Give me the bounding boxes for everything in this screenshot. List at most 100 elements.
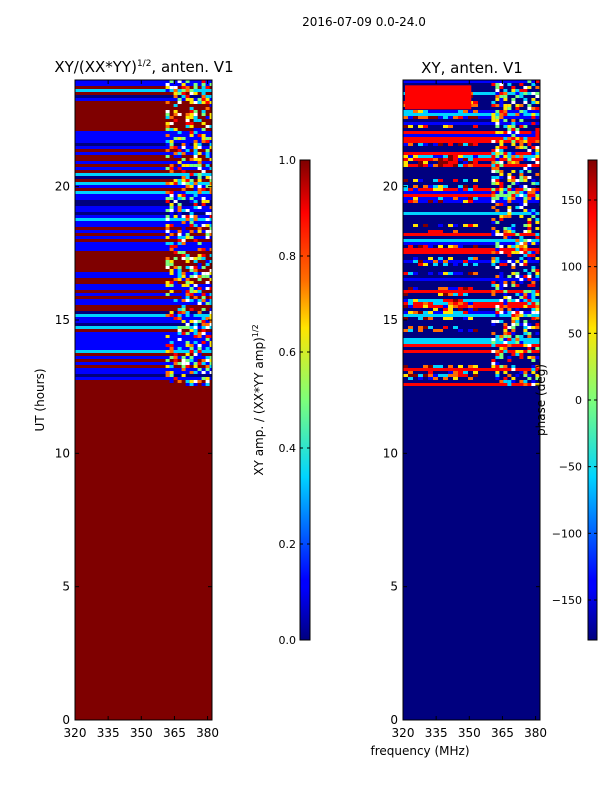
amp-heatmap-cell [177, 317, 182, 320]
phase-heatmap-cell [523, 269, 528, 272]
phase-heatmap-cell [473, 125, 478, 128]
phase-heatmap-cell [458, 116, 463, 119]
phase-heatmap-cell [499, 185, 504, 188]
phase-heatmap-row [403, 275, 540, 278]
amp-heatmap-cell [205, 125, 210, 128]
phase-heatmap-cell [507, 344, 512, 347]
amp-ytick-label: 0 [62, 713, 70, 727]
phase-heatmap-cell [403, 188, 408, 191]
phase-heatmap-cell [527, 275, 532, 278]
amp-heatmap-cell [197, 101, 202, 104]
phase-heatmap-cell [503, 365, 508, 368]
phase-heatmap-cell [495, 275, 500, 278]
phase-heatmap-cell [473, 161, 478, 164]
phase-heatmap-cell [519, 350, 524, 353]
amp-heatmap-cell [193, 296, 198, 299]
phase-heatmap-cell [495, 125, 500, 128]
amp-heatmap-cell [185, 245, 190, 248]
amp-heatmap-cell [205, 236, 210, 239]
amp-heatmap-cell [169, 140, 174, 143]
amp-heatmap-cell [185, 149, 190, 152]
amp-heatmap-row [75, 308, 212, 311]
amp-heatmap-cell [165, 338, 170, 341]
phase-heatmap-cell [527, 251, 532, 254]
phase-heatmap-cell [453, 245, 458, 248]
phase-heatmap-cell [523, 188, 528, 191]
amp-heatmap-cell [185, 278, 190, 281]
amp-heatmap-cell [185, 365, 190, 368]
phase-heatmap-cell [408, 110, 413, 113]
amp-heatmap-cell [185, 281, 190, 284]
phase-heatmap-cell [503, 284, 508, 287]
phase-heatmap-row [403, 251, 540, 254]
amp-heatmap-cell [181, 332, 186, 335]
amp-heatmap-cell [177, 347, 182, 350]
amp-heatmap-cell [185, 254, 190, 257]
amp-heatmap-cell [189, 125, 194, 128]
phase-heatmap-cell [448, 287, 453, 290]
phase-heatmap-cell [519, 203, 524, 206]
phase-heatmap-cell [531, 83, 536, 86]
amp-heatmap-cell [181, 143, 186, 146]
amp-heatmap-cell [177, 308, 182, 311]
phase-heatmap-row [403, 233, 540, 236]
amp-heatmap-cell [209, 278, 212, 281]
phase-heatmap-cell [511, 137, 516, 140]
amp-heatmap-cell [193, 155, 198, 158]
amp-heatmap-cell [209, 248, 212, 251]
phase-heatmap-cell [527, 104, 532, 107]
amp-heatmap-cell [165, 263, 170, 266]
phase-heatmap-cell [511, 281, 516, 284]
phase-heatmap-cell [473, 224, 478, 227]
phase-heatmap-cell [519, 275, 524, 278]
amp-heatmap-cell [209, 101, 212, 104]
phase-heatmap-cell [491, 182, 496, 185]
amp-heatmap-cell [209, 215, 212, 218]
phase-heatmap-cell [535, 308, 540, 311]
amp-heatmap-cell [181, 176, 186, 179]
amp-heatmap-cell [169, 344, 174, 347]
amp-heatmap-cell [197, 290, 202, 293]
phase-heatmap-cell [527, 170, 532, 173]
phase-heatmap-cell [495, 377, 500, 380]
amp-heatmap-cell [185, 89, 190, 92]
amp-heatmap-cell [193, 113, 198, 116]
amp-heatmap-cell [173, 299, 178, 302]
phase-heatmap-cell [468, 305, 473, 308]
phase-heatmap-cell [428, 245, 433, 248]
phase-heatmap-cell [473, 374, 478, 377]
phase-heatmap-cell [507, 191, 512, 194]
amp-heatmap-row [75, 182, 212, 185]
phase-heatmap-cell [433, 263, 438, 266]
phase-heatmap-cell [413, 155, 418, 158]
amp-heatmap-row [75, 143, 212, 146]
phase-heatmap-cell [511, 323, 516, 326]
phase-heatmap-cell [531, 239, 536, 242]
phase-heatmap-cell [438, 179, 443, 182]
phase-heatmap-cell [515, 338, 520, 341]
amp-heatmap-cell [197, 326, 202, 329]
phase-heatmap-cell [507, 131, 512, 134]
amp-heatmap-cell [165, 299, 170, 302]
phase-heatmap-cell [443, 305, 448, 308]
amp-heatmap-cell [197, 320, 202, 323]
phase-heatmap-cell [448, 125, 453, 128]
phase-heatmap-row [403, 176, 540, 179]
phase-heatmap-row [403, 347, 540, 350]
phase-heatmap-cell [418, 116, 423, 119]
phase-heatmap-row [403, 332, 540, 335]
amp-heatmap-cell [169, 209, 174, 212]
phase-heatmap-cell [523, 278, 528, 281]
phase-heatmap-cell [491, 263, 496, 266]
phase-heatmap-cell [515, 107, 520, 110]
phase-heatmap-cell [468, 197, 473, 200]
amp-heatmap-cell [165, 314, 170, 317]
phase-heatmap-cell [503, 92, 508, 95]
amp-heatmap-cell [193, 215, 198, 218]
phase-heatmap-cell [531, 269, 536, 272]
phase-heatmap-cell [468, 308, 473, 311]
amp-heatmap-cell [177, 251, 182, 254]
amp-colorbar-tick-label: 0.4 [279, 442, 297, 455]
amp-heatmap-cell [185, 176, 190, 179]
